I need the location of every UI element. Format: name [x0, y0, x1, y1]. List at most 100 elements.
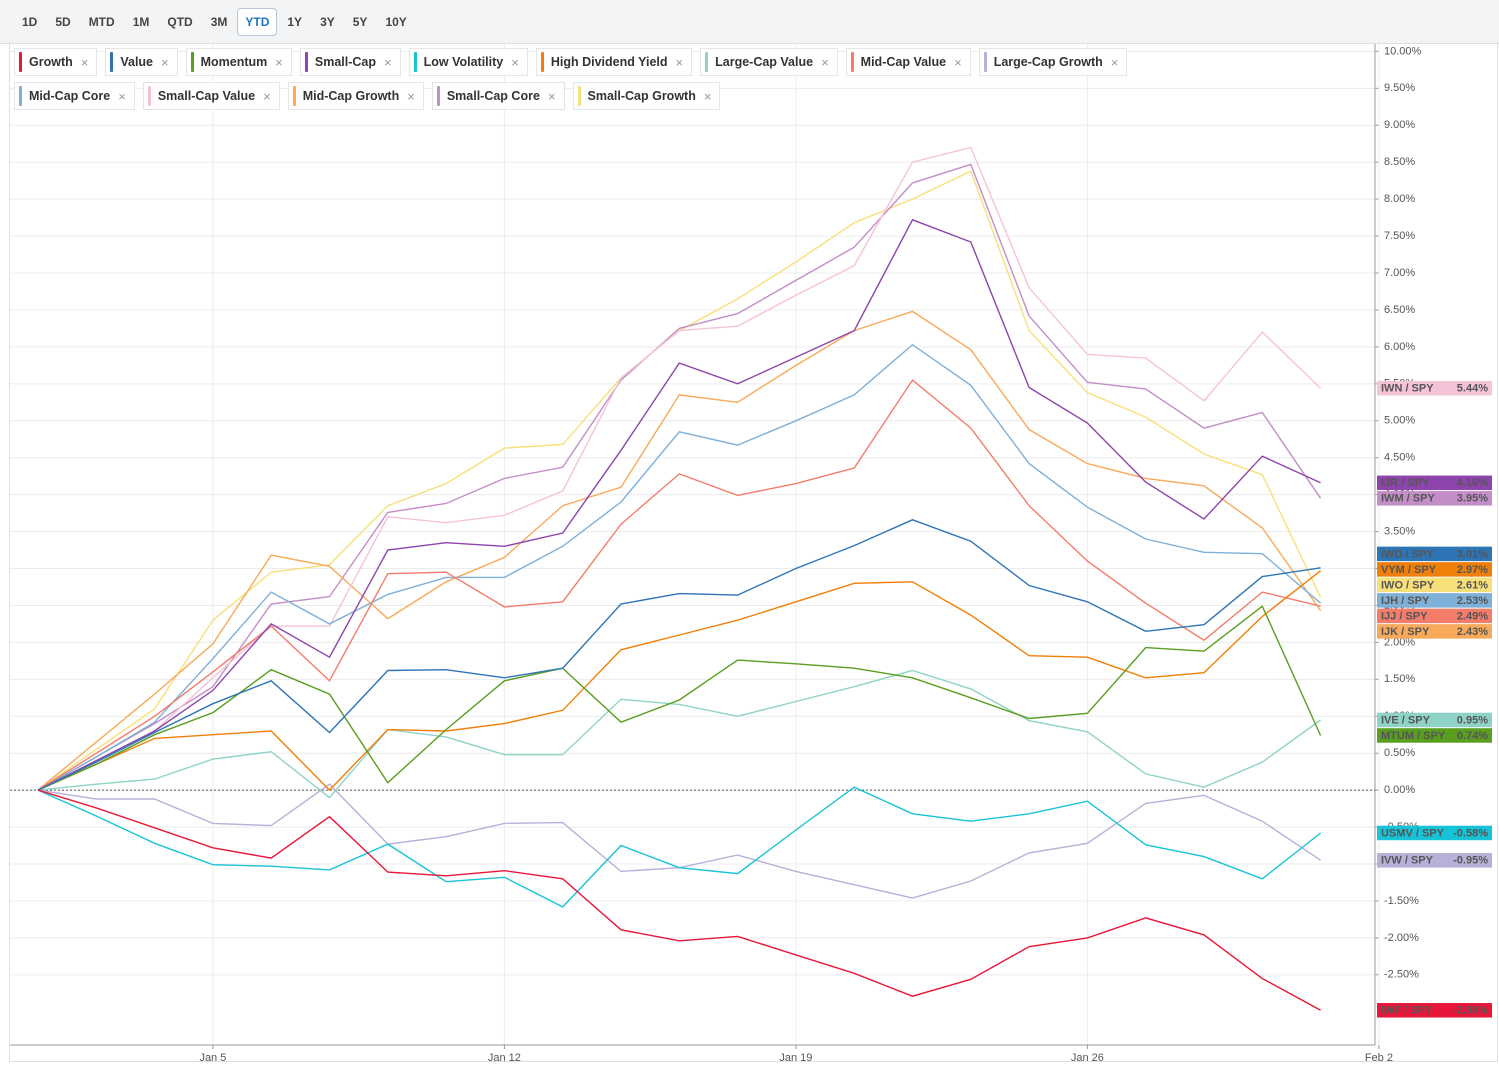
legend-chip[interactable]: Low Volatility ×	[408, 48, 528, 76]
x-tick-label: Jan 5	[199, 1052, 226, 1064]
end-badge	[1377, 853, 1492, 868]
legend-chip[interactable]: Small-Cap Growth ×	[572, 82, 721, 110]
y-tick-label: -2.00%	[1384, 932, 1419, 944]
range-button[interactable]: 1Y	[287, 14, 303, 29]
legend-swatch	[983, 52, 987, 72]
legend-chip[interactable]: Large-Cap Growth ×	[978, 48, 1128, 76]
legend-swatch	[577, 86, 581, 106]
end-badge	[1377, 593, 1492, 608]
range-button[interactable]: 1M	[132, 14, 150, 29]
remove-icon[interactable]: ×	[407, 88, 415, 104]
end-badge	[1377, 712, 1492, 728]
legend-label: Mid-Cap Growth	[302, 89, 400, 103]
remove-icon[interactable]: ×	[703, 88, 712, 104]
legend-chip[interactable]: High Dividend Yield ×	[535, 48, 693, 76]
y-tick-label: 9.50%	[1384, 82, 1415, 94]
badge-ticker: IJR / SPY	[1381, 477, 1430, 489]
series-line	[37, 789, 1321, 1011]
legend-swatch	[19, 86, 22, 106]
badge-value: 3.01%	[1457, 548, 1488, 560]
legend-chip[interactable]: Growth ×	[14, 48, 98, 76]
y-tick-label: 10.00%	[1384, 45, 1422, 57]
legend-chip[interactable]: Mid-Cap Value ×	[845, 48, 971, 76]
legend-label: Value	[120, 55, 154, 69]
end-badge	[1377, 728, 1492, 743]
end-badge	[1377, 546, 1492, 562]
remove-icon[interactable]: ×	[511, 54, 519, 70]
range-button[interactable]: QTD	[167, 14, 193, 29]
badge-value: 4.16%	[1457, 477, 1488, 489]
y-tick-label: 3.50%	[1384, 525, 1415, 537]
legend-label: Large-Cap Growth	[993, 55, 1103, 69]
y-tick-label: 6.00%	[1384, 341, 1415, 353]
badge-ticker: IWN / SPY	[1381, 383, 1434, 395]
legend-chip[interactable]: Large-Cap Value ×	[700, 48, 838, 76]
remove-icon[interactable]: ×	[263, 88, 271, 104]
legend-chip[interactable]: Mid-Cap Growth ×	[287, 82, 424, 110]
badge-ticker: VYM / SPY	[1381, 564, 1437, 576]
remove-icon[interactable]: ×	[80, 54, 89, 70]
legend-label: Large-Cap Value	[715, 55, 814, 69]
legend-chip[interactable]: Small-Cap Core ×	[431, 82, 565, 110]
remove-icon[interactable]: ×	[954, 54, 962, 70]
remove-icon[interactable]: ×	[547, 88, 556, 104]
legend-swatch	[110, 52, 114, 72]
badge-ticker: IWF / SPY	[1381, 1005, 1433, 1017]
legend-chip[interactable]: Momentum ×	[185, 48, 292, 76]
range-button[interactable]: 3Y	[320, 14, 335, 29]
legend-chip[interactable]: Small-Cap Value ×	[142, 82, 280, 110]
badge-ticker: IJK / SPY	[1381, 626, 1430, 638]
legend-chip[interactable]: Mid-Cap Core ×	[14, 82, 135, 110]
remove-icon[interactable]: ×	[161, 54, 169, 70]
range-button[interactable]: 3M	[210, 14, 228, 29]
series-line	[37, 786, 1322, 908]
legend: Growth × Value × Momentum × Small-Cap × Low Vola…	[14, 48, 1194, 110]
badge-ticker: IWD / SPY	[1381, 548, 1434, 560]
range-button[interactable]: 1D	[22, 14, 38, 29]
range-button[interactable]: 5D	[55, 14, 71, 29]
legend-chip[interactable]: Value ×	[105, 48, 178, 76]
legend-chip[interactable]: Small-Cap ×	[299, 48, 401, 76]
badge-value: 2.61%	[1457, 579, 1488, 591]
chart-panel	[9, 43, 1498, 1062]
legend-label: Growth	[29, 55, 73, 69]
badge-ticker: IVW / SPY	[1381, 855, 1434, 867]
series-line	[37, 163, 1322, 791]
badge-ticker: MTUM / SPY	[1381, 730, 1446, 742]
remove-icon[interactable]: ×	[384, 54, 392, 70]
legend-swatch	[292, 86, 296, 106]
series-line	[37, 343, 1322, 791]
remove-icon[interactable]: ×	[275, 54, 283, 70]
y-tick-label: -1.50%	[1384, 895, 1419, 907]
badge-value: 2.97%	[1457, 564, 1488, 576]
series-line	[37, 605, 1322, 791]
legend-label: Mid-Cap Core	[29, 89, 111, 103]
legend-label: Small-Cap Core	[446, 89, 540, 103]
y-tick-label: 7.00%	[1384, 267, 1415, 279]
remove-icon[interactable]: ×	[675, 54, 684, 70]
legend-swatch	[19, 52, 22, 72]
legend-label: High Dividend Yield	[550, 55, 668, 69]
range-button[interactable]: 5Y	[352, 14, 368, 29]
x-tick-label: Jan 26	[1071, 1052, 1104, 1064]
series-line	[37, 379, 1321, 791]
badge-ticker: IVE / SPY	[1381, 714, 1431, 726]
legend-swatch	[540, 52, 544, 72]
range-button[interactable]: YTD	[237, 7, 278, 36]
badge-ticker: IJH / SPY	[1381, 595, 1430, 607]
remove-icon[interactable]: ×	[118, 88, 126, 104]
badge-value: 2.49%	[1457, 610, 1488, 622]
x-tick-label: Feb 2	[1365, 1052, 1393, 1064]
remove-icon[interactable]: ×	[821, 54, 829, 70]
range-button[interactable]: 10Y	[385, 14, 407, 29]
range-button[interactable]: MTD	[88, 14, 115, 29]
legend-swatch	[147, 86, 151, 106]
y-tick-label: 0.00%	[1384, 784, 1415, 796]
badge-value: 2.53%	[1457, 595, 1488, 607]
remove-icon[interactable]: ×	[1110, 54, 1119, 70]
legend-label: Small-Cap Growth	[587, 89, 696, 103]
legend-swatch	[436, 86, 440, 106]
badge-ticker: USMV / SPY	[1381, 827, 1445, 839]
end-badge	[1377, 624, 1492, 639]
